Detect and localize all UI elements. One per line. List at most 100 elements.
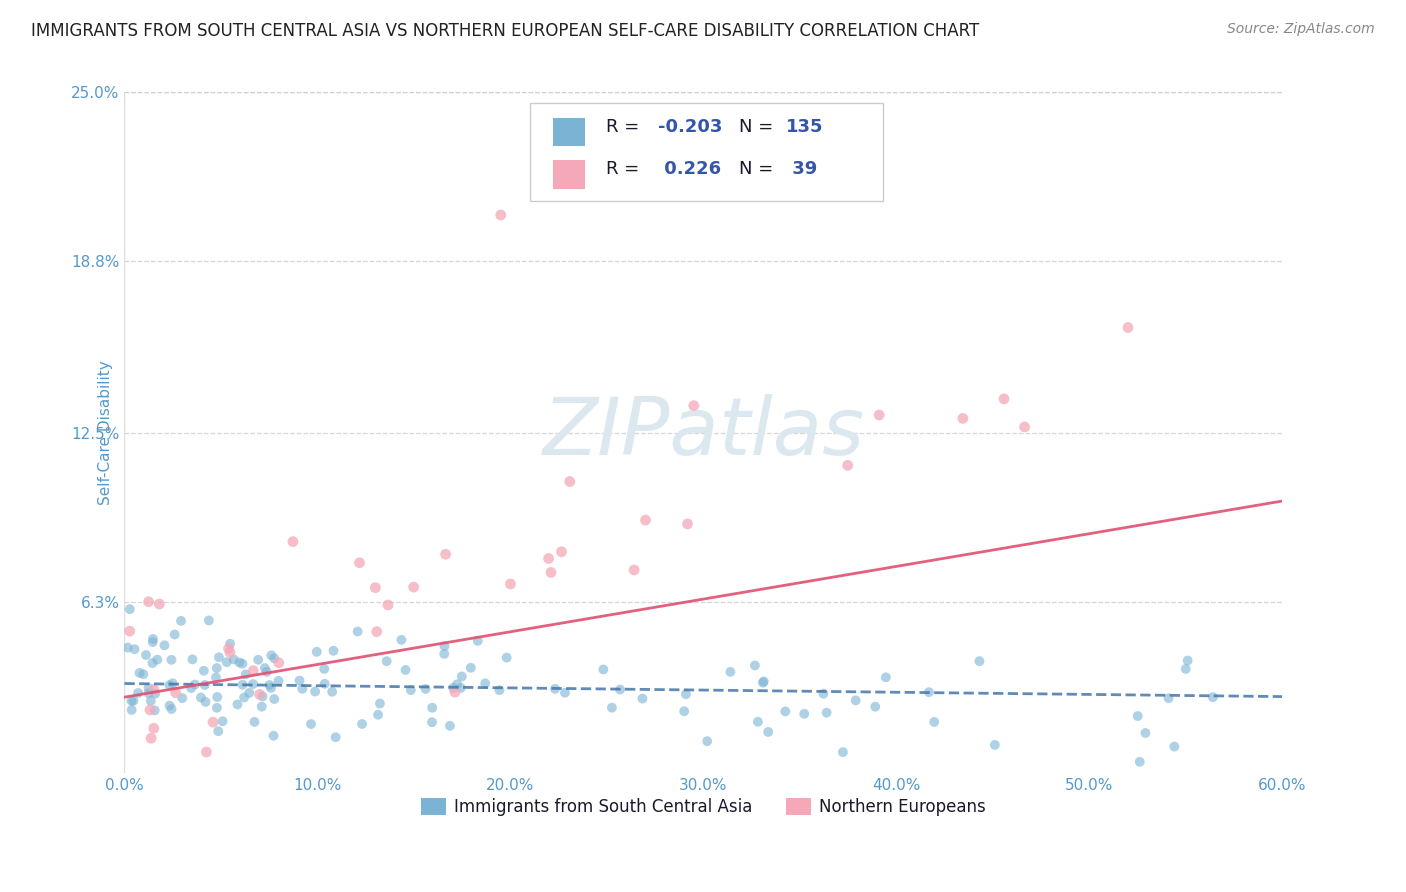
Point bbox=[121, 703, 143, 717]
Point bbox=[160, 702, 183, 716]
Point bbox=[215, 655, 238, 669]
Point bbox=[122, 694, 145, 708]
Point bbox=[634, 513, 657, 527]
Text: N =: N = bbox=[740, 118, 779, 136]
Point bbox=[194, 695, 217, 709]
Point bbox=[159, 678, 181, 692]
Point bbox=[350, 717, 373, 731]
Point bbox=[146, 653, 169, 667]
Point bbox=[623, 563, 645, 577]
Point bbox=[550, 545, 572, 559]
Point bbox=[609, 682, 631, 697]
Text: R =: R = bbox=[606, 118, 645, 136]
Point bbox=[205, 661, 228, 675]
Point bbox=[260, 681, 283, 695]
Point bbox=[446, 677, 468, 691]
Point bbox=[450, 681, 472, 695]
Point bbox=[1116, 320, 1139, 334]
Point bbox=[993, 392, 1015, 406]
Point bbox=[1177, 653, 1199, 667]
Point bbox=[918, 685, 941, 699]
Point bbox=[322, 644, 344, 658]
Point bbox=[474, 676, 496, 690]
Point bbox=[263, 729, 285, 743]
Point bbox=[291, 681, 314, 696]
Point bbox=[875, 670, 897, 684]
Point bbox=[375, 654, 398, 668]
Point bbox=[238, 686, 260, 700]
FancyBboxPatch shape bbox=[530, 103, 883, 202]
Point bbox=[267, 656, 290, 670]
Point bbox=[813, 687, 835, 701]
Point bbox=[321, 685, 343, 699]
Point bbox=[142, 632, 165, 646]
Text: ZIPatlas: ZIPatlas bbox=[543, 394, 865, 472]
Point bbox=[718, 665, 741, 679]
Point bbox=[259, 678, 281, 692]
Point bbox=[139, 703, 162, 717]
Point bbox=[420, 700, 443, 714]
Point bbox=[138, 681, 160, 695]
Point bbox=[128, 665, 150, 680]
Point bbox=[394, 663, 416, 677]
Point bbox=[495, 650, 517, 665]
Point bbox=[304, 684, 326, 698]
Point bbox=[184, 677, 207, 691]
Point bbox=[439, 719, 461, 733]
Point bbox=[1174, 662, 1197, 676]
Point bbox=[1126, 709, 1149, 723]
Point bbox=[489, 208, 512, 222]
Point bbox=[467, 633, 489, 648]
Point bbox=[1135, 726, 1157, 740]
Point bbox=[837, 458, 859, 473]
Point bbox=[260, 648, 283, 663]
Point bbox=[138, 595, 160, 609]
Point bbox=[325, 730, 347, 744]
Point bbox=[231, 657, 253, 671]
Point bbox=[143, 703, 166, 717]
Point bbox=[124, 642, 146, 657]
Point bbox=[243, 714, 266, 729]
Point bbox=[226, 698, 249, 712]
Y-axis label: Self-Care Disability: Self-Care Disability bbox=[98, 360, 114, 505]
Point bbox=[554, 686, 576, 700]
Point bbox=[233, 690, 256, 705]
Point bbox=[434, 547, 457, 561]
Point bbox=[252, 690, 274, 704]
Point bbox=[207, 724, 229, 739]
Point bbox=[314, 662, 336, 676]
Text: 0.226: 0.226 bbox=[658, 161, 721, 178]
Point bbox=[208, 650, 231, 665]
Point bbox=[263, 651, 285, 665]
Point bbox=[193, 664, 215, 678]
Point bbox=[450, 669, 472, 683]
Point bbox=[205, 700, 228, 714]
Point bbox=[165, 686, 187, 700]
Point bbox=[153, 638, 176, 652]
Point bbox=[744, 658, 766, 673]
Point bbox=[433, 639, 456, 653]
Point bbox=[415, 681, 437, 696]
Point bbox=[162, 676, 184, 690]
Point bbox=[832, 745, 855, 759]
Text: R =: R = bbox=[606, 161, 645, 178]
Point bbox=[314, 677, 336, 691]
Point bbox=[399, 683, 422, 698]
Point bbox=[676, 516, 699, 531]
Point bbox=[984, 738, 1007, 752]
Point bbox=[377, 598, 399, 612]
Point bbox=[253, 661, 276, 675]
Point bbox=[815, 706, 838, 720]
Point bbox=[389, 632, 412, 647]
Point bbox=[868, 408, 890, 422]
Point bbox=[143, 687, 166, 701]
Point bbox=[600, 700, 623, 714]
Point bbox=[222, 652, 245, 666]
Point bbox=[952, 411, 974, 425]
Point bbox=[139, 731, 162, 746]
Text: N =: N = bbox=[740, 161, 779, 178]
Point bbox=[219, 645, 242, 659]
Point bbox=[219, 637, 242, 651]
Point bbox=[752, 674, 775, 689]
Point bbox=[117, 640, 139, 655]
